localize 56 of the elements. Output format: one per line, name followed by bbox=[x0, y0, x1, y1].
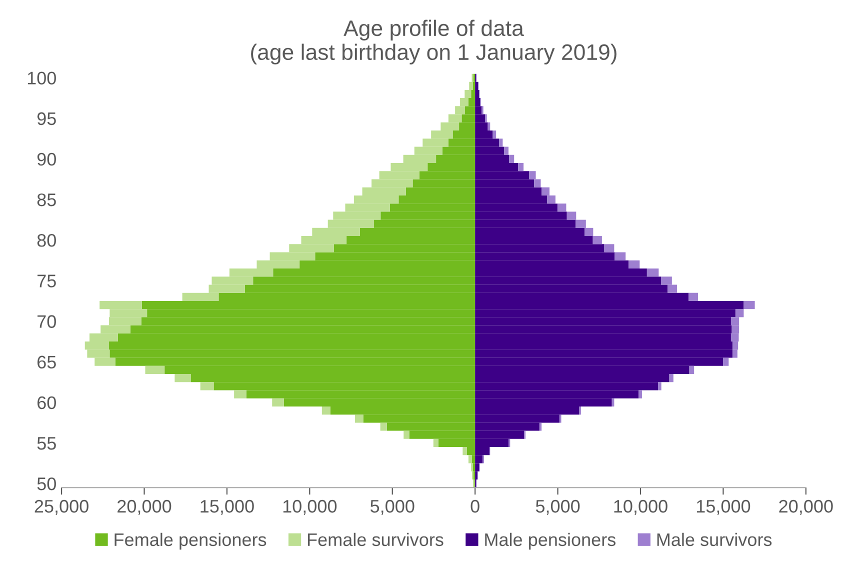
bar bbox=[689, 366, 694, 374]
x-tick-label: 5,000 bbox=[536, 500, 580, 515]
bar bbox=[380, 422, 387, 431]
bar bbox=[658, 382, 662, 390]
bar bbox=[614, 252, 626, 260]
bar bbox=[669, 374, 674, 382]
legend-label: Female pensioners bbox=[114, 532, 266, 550]
chart-title: Age profile of data (age last birthday on 1 January 2019) bbox=[251, 20, 616, 64]
y-tick-label: 60 bbox=[38, 396, 56, 410]
y-tick-label: 85 bbox=[37, 193, 56, 206]
bar bbox=[200, 382, 214, 390]
y-tick-label: 70 bbox=[38, 315, 56, 328]
bar bbox=[604, 244, 614, 252]
bar bbox=[492, 130, 496, 139]
bar bbox=[145, 366, 165, 374]
bar bbox=[592, 236, 602, 244]
x-tick-label: 20,000 bbox=[118, 500, 172, 515]
x-tick-label: 15,000 bbox=[200, 500, 254, 515]
y-tick-label: 80 bbox=[37, 234, 56, 247]
y-tick-label: 90 bbox=[37, 152, 56, 166]
bar bbox=[504, 146, 508, 155]
bar bbox=[462, 447, 467, 456]
bar bbox=[723, 358, 729, 366]
y-tick-label: 55 bbox=[37, 437, 56, 450]
legend-label: Male survivors bbox=[657, 532, 772, 546]
bar bbox=[539, 422, 542, 431]
x-tick-label: 20,000 bbox=[779, 500, 833, 515]
x-tick-label: 5,000 bbox=[370, 500, 414, 515]
bar bbox=[646, 268, 659, 277]
x-tick-label: 10,000 bbox=[283, 500, 337, 515]
bar bbox=[354, 414, 364, 423]
x-tick-label: 25,000 bbox=[34, 500, 88, 515]
bar bbox=[688, 292, 698, 301]
x-tick-label: 15,000 bbox=[696, 500, 750, 515]
legend-label: Male pensioners bbox=[485, 532, 616, 550]
legend-label: Female survivors bbox=[308, 532, 444, 546]
y-tick-label: 95 bbox=[37, 112, 56, 126]
bar bbox=[174, 374, 191, 382]
bar bbox=[509, 154, 514, 163]
x-tick-label: 10,000 bbox=[614, 500, 668, 515]
bar bbox=[628, 260, 640, 268]
y-tick-label: 75 bbox=[38, 274, 56, 288]
bar bbox=[518, 162, 524, 172]
bar bbox=[272, 398, 284, 406]
bar bbox=[557, 204, 566, 212]
bar bbox=[638, 390, 642, 398]
x-tick-label: 0 bbox=[470, 500, 480, 513]
bar bbox=[499, 138, 503, 147]
bar bbox=[234, 390, 246, 398]
y-tick-label: 50 bbox=[37, 477, 56, 490]
bar bbox=[433, 438, 438, 448]
bar bbox=[322, 406, 331, 415]
y-tick-label: 100 bbox=[28, 72, 56, 84]
bar bbox=[744, 300, 755, 310]
bar bbox=[404, 430, 410, 439]
y-tick-label: 65 bbox=[38, 356, 56, 369]
